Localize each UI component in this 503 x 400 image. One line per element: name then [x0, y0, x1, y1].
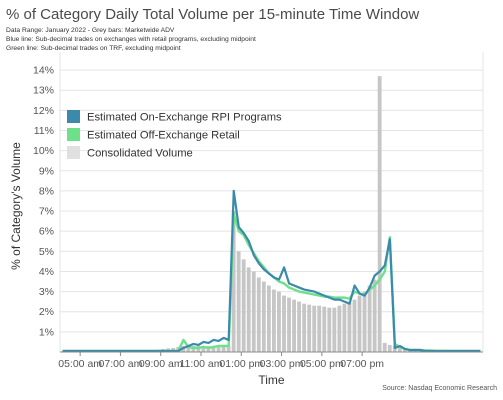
consolidated-volume-bar	[347, 301, 352, 352]
chart-subtitle-line-2: Blue line: Sub-decimal trades on exchang…	[6, 36, 256, 43]
consolidated-volume-bar	[377, 76, 382, 352]
consolidated-volume-bar	[201, 345, 206, 352]
consolidated-volume-bar	[277, 291, 281, 352]
x-tick-label: 05:00 am	[58, 358, 102, 370]
consolidated-volume-bar	[272, 289, 276, 352]
consolidated-volume-bar	[397, 346, 402, 352]
y-tick-label: 1%	[39, 326, 54, 338]
x-tick-label: 11:00 am	[180, 358, 223, 370]
consolidated-volume-bar	[251, 271, 256, 352]
y-tick-label: 8%	[39, 185, 54, 197]
y-tick-label: 4%	[39, 266, 54, 278]
consolidated-volume-bar	[307, 304, 312, 352]
legend-swatch-rpi	[67, 110, 80, 123]
y-tick-label: 9%	[39, 165, 54, 177]
x-tick-label: 07:00 pm	[340, 358, 384, 370]
legend-swatch-off-exchange	[67, 128, 80, 141]
y-tick-label: 5%	[39, 246, 54, 258]
consolidated-volume-bar	[241, 259, 246, 352]
y-tick-label: 6%	[39, 226, 54, 238]
chart-title: % of Category Daily Total Volume per 15-…	[6, 6, 420, 23]
consolidated-volume-bar	[226, 345, 231, 352]
series-lines	[62, 189, 481, 353]
consolidated-volume-bar	[221, 345, 226, 352]
legend-label-off-exchange: Estimated Off-Exchange Retail	[87, 130, 240, 142]
chart-subtitle-line-1: Data Range: January 2022 - Grey bars: Ma…	[6, 27, 175, 34]
off-exchange-retail-line	[62, 211, 481, 353]
consolidated-volume-bar	[282, 295, 286, 352]
legend-swatch-consolidated	[67, 146, 80, 159]
consolidated-volume-bar	[327, 307, 332, 352]
gridlines	[59, 52, 484, 352]
x-tick-label: 01:00 pm	[219, 358, 263, 370]
consolidated-volume-bar	[266, 285, 271, 352]
x-tick-label: 03:00 pm	[260, 358, 304, 370]
legend-label-rpi: Estimated On-Exchange RPI Programs	[87, 112, 282, 124]
y-tick-label: 11%	[34, 125, 54, 137]
rpi-programs-line	[62, 189, 481, 353]
y-tick-label: 3%	[39, 286, 54, 298]
consolidated-volume-bar	[337, 305, 342, 352]
y-tick-label: 10%	[33, 145, 54, 157]
y-tick-label: 7%	[39, 206, 54, 218]
consolidated-volume-bar	[246, 267, 251, 352]
y-tick-label: 12%	[33, 105, 54, 117]
x-tick-label: 05:00 pm	[300, 358, 344, 370]
consolidated-volume-bar	[367, 285, 372, 352]
consolidated-volume-bar	[211, 345, 216, 352]
consolidated-volume-bar	[186, 345, 191, 352]
chart-subtitle-line-3: Green line: Sub-decimal trades on TRF, e…	[6, 45, 181, 52]
y-axis-ticks: 1% 2% 3% 4% 5% 6% 7% 8% 9% 10% 11% 12% 13% 14%	[33, 65, 54, 339]
consolidated-volume-bar	[382, 342, 387, 352]
source-note: Source: Nasdaq Economic Research	[382, 385, 497, 392]
y-tick-label: 14%	[33, 65, 54, 77]
y-axis-label: % of Category's Volume	[9, 142, 23, 270]
x-tick-label: 09:00 am	[139, 358, 183, 370]
consolidated-volume-bar	[302, 303, 307, 352]
consolidated-volume-bar	[231, 211, 236, 352]
consolidated-volume-bar	[297, 301, 302, 352]
consolidated-volume-bar	[322, 306, 327, 352]
consolidated-volume-bar	[287, 297, 291, 352]
consolidated-volume-bar	[216, 345, 221, 352]
consolidated-volume-bar	[352, 299, 357, 352]
consolidated-volume-bar	[362, 291, 367, 352]
consolidated-volume-bar	[332, 307, 337, 352]
consolidated-volume-bar	[317, 305, 322, 352]
consolidated-volume-bar	[256, 277, 261, 352]
consolidated-volume-bar	[236, 251, 241, 352]
y-tick-label: 13%	[33, 85, 54, 97]
legend: Estimated On-Exchange RPI Programs Estim…	[67, 110, 282, 160]
consolidated-volume-bar	[372, 279, 377, 352]
legend-label-consolidated: Consolidated Volume	[87, 148, 193, 160]
consolidated-volume-bar	[387, 344, 392, 352]
consolidated-volume-bar	[292, 299, 296, 352]
consolidated-volume-bar	[261, 281, 266, 352]
consolidated-volume-bar	[357, 295, 362, 352]
consolidated-volume-bar	[342, 303, 347, 352]
y-tick-label: 2%	[39, 306, 54, 318]
consolidated-volume-bar	[312, 305, 317, 352]
x-tick-label: 07:00 am	[99, 358, 143, 370]
x-axis-label: Time	[258, 373, 285, 387]
